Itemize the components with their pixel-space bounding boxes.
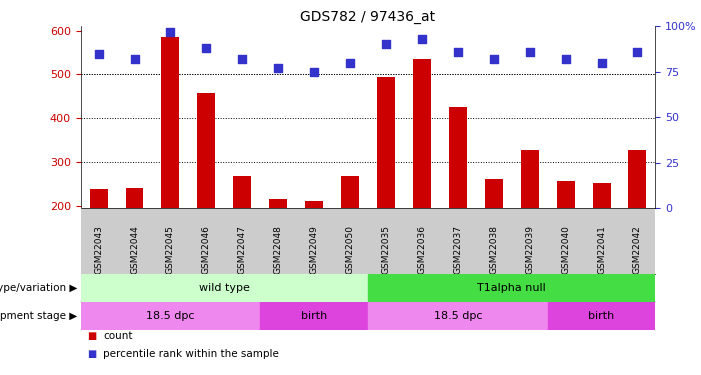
Point (560, 56, 571, 62)
Bar (81, 274, 368, 302)
Text: birth: birth (588, 311, 615, 321)
Bar (125, 188, 144, 208)
Bar (521, 150, 538, 208)
Point (632, 49, 643, 55)
Bar (368, 274, 655, 302)
Text: T1alpha null: T1alpha null (477, 283, 546, 293)
Bar (305, 201, 323, 208)
Title: GDS782 / 97436_at: GDS782 / 97436_at (301, 10, 435, 24)
Text: genotype/variation ▶: genotype/variation ▶ (0, 283, 77, 293)
Point (596, 60, 607, 66)
Text: wild type: wild type (199, 283, 250, 293)
Bar (81, 302, 260, 330)
Point (308, 69, 320, 75)
Text: count: count (103, 331, 132, 340)
Text: ■: ■ (88, 349, 97, 358)
Point (165, 29, 176, 35)
Bar (377, 76, 395, 208)
Point (524, 49, 536, 55)
Bar (547, 302, 655, 330)
Bar (233, 176, 251, 208)
Point (129, 56, 140, 62)
Text: 18.5 dpc: 18.5 dpc (434, 311, 482, 321)
Point (93, 51, 104, 57)
Bar (198, 93, 215, 208)
Bar (260, 302, 368, 330)
Text: development stage ▶: development stage ▶ (0, 311, 77, 321)
Bar (485, 179, 503, 208)
Bar (368, 302, 547, 330)
Bar (557, 181, 575, 208)
Point (488, 56, 499, 62)
Text: ■: ■ (88, 331, 97, 340)
Bar (269, 200, 287, 208)
Bar (90, 189, 107, 208)
Text: percentile rank within the sample: percentile rank within the sample (103, 349, 279, 358)
Point (452, 49, 463, 55)
Text: 18.5 dpc: 18.5 dpc (147, 311, 195, 321)
Text: birth: birth (301, 311, 327, 321)
Point (381, 41, 392, 47)
Bar (413, 59, 431, 208)
Point (416, 36, 428, 42)
Point (344, 60, 355, 66)
Bar (341, 176, 359, 208)
Bar (449, 107, 467, 208)
Bar (161, 37, 179, 208)
Point (200, 45, 212, 51)
Point (273, 65, 284, 71)
Bar (592, 183, 611, 208)
Point (237, 56, 248, 62)
Bar (629, 150, 646, 208)
